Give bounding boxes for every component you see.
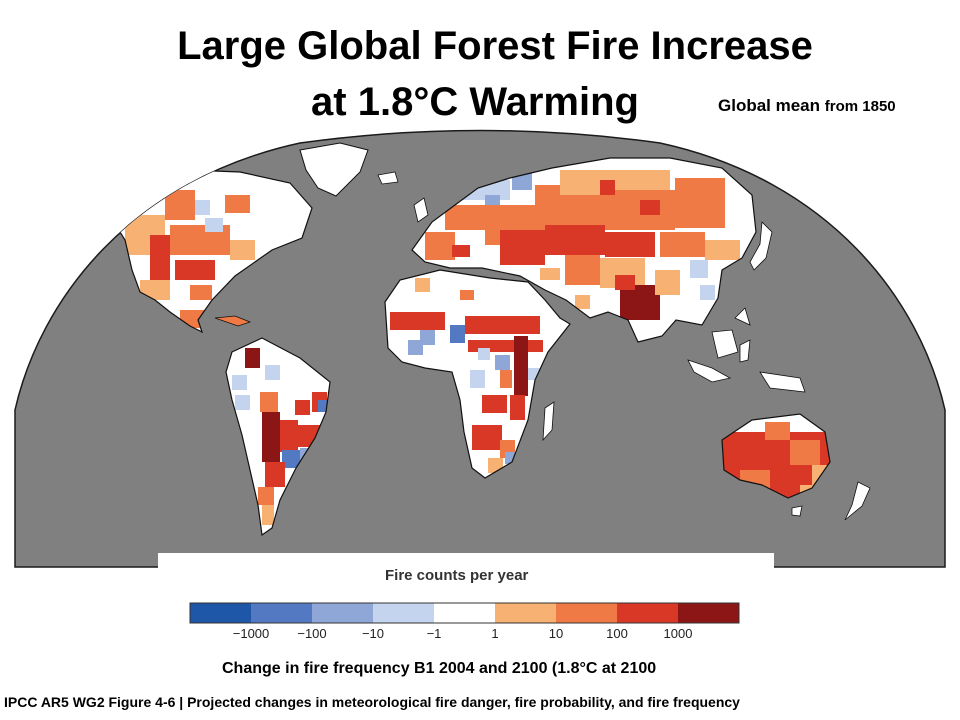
title-line-2: at 1.8°C Warming — [311, 80, 639, 124]
legend-swatch — [373, 603, 434, 623]
legend-tick-label: 100 — [606, 626, 628, 641]
legend-tick-label: −1000 — [232, 626, 270, 641]
greenland — [299, 142, 369, 197]
japan — [749, 221, 773, 271]
southeast-asia-islands — [687, 307, 806, 393]
caribbean — [214, 315, 252, 327]
legend-tick-label: 10 — [548, 626, 564, 641]
global-mean-note: Global mean from 1850 — [718, 96, 896, 116]
legend-swatch — [312, 603, 373, 623]
africa — [384, 269, 571, 479]
madagascar — [542, 401, 555, 442]
legend-swatch — [190, 603, 251, 623]
legend-swatch — [617, 603, 678, 623]
legend-swatch — [556, 603, 617, 623]
legend-swatch — [434, 603, 495, 623]
eurasia — [411, 157, 757, 343]
title-line-1: Large Global Forest Fire Increase — [177, 24, 813, 68]
legend-tick-label: −100 — [297, 626, 327, 641]
legend-tick-label: −1 — [426, 626, 442, 641]
british-isles — [413, 197, 429, 223]
tasmania — [791, 505, 803, 517]
legend-swatch — [678, 603, 739, 623]
global-mean-suffix: from 1850 — [824, 98, 896, 115]
legend-color-bar — [189, 602, 740, 624]
globe — [14, 129, 946, 568]
source-citation: IPCC AR5 WG2 Figure 4-6 | Projected chan… — [4, 694, 740, 710]
legend-swatch — [251, 603, 312, 623]
north-america — [104, 169, 313, 334]
legend-tick-label: 1000 — [663, 626, 693, 641]
legend-swatch — [495, 603, 556, 623]
new-zealand — [844, 481, 871, 521]
caption: Change in fire frequency B1 2004 and 210… — [222, 660, 657, 677]
legend-bar-border — [189, 602, 740, 624]
global-mean-prefix: Global mean — [718, 96, 821, 115]
legend-tick-label: −10 — [361, 626, 385, 641]
legend-tick-label: 1 — [491, 626, 499, 641]
iceland — [377, 171, 399, 185]
legend-title: Fire counts per year — [385, 567, 529, 584]
page-title: Large Global Forest Fire Increase at 1.8… — [0, 18, 960, 130]
south-america — [225, 337, 331, 537]
legend-tick-labels: −1000 −100 −10 −1 1 10 100 1000 — [0, 626, 960, 646]
